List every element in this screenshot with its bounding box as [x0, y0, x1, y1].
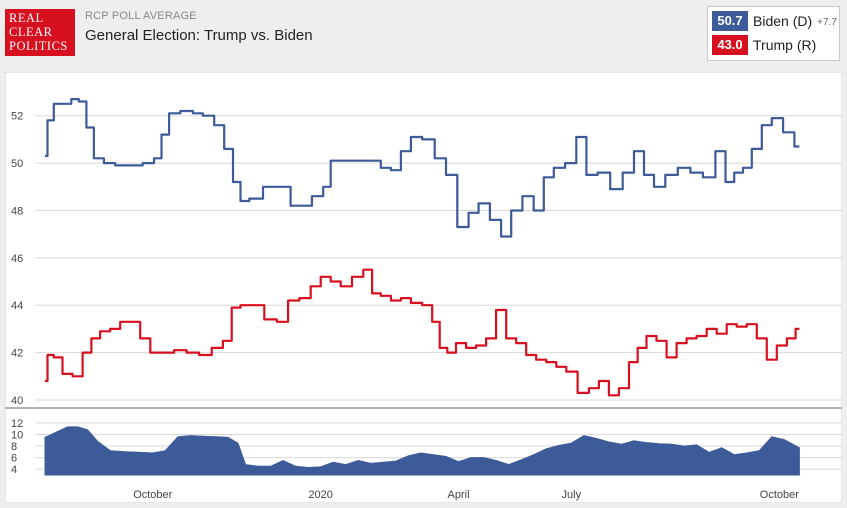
spread-y-tick-8: 8	[11, 441, 17, 453]
header: REAL CLEAR POLITICS RCP POLL AVERAGE Gen…	[0, 0, 847, 72]
logo-line-1: REAL	[9, 11, 44, 25]
plot-background	[4, 71, 843, 504]
x-tick-july-3: July	[562, 489, 582, 501]
logo-line-2: CLEAR	[9, 25, 53, 39]
biden-value-badge: 50.7	[712, 11, 748, 31]
chart-subtitle: RCP POLL AVERAGE	[85, 10, 197, 22]
logo-line-3: POLITICS	[9, 39, 68, 53]
series-line-biden[interactable]	[45, 98, 800, 238]
biden-label: Biden (D)	[753, 13, 813, 29]
spread-y-tick-12: 12	[11, 418, 23, 430]
x-tick-october-0: October	[133, 489, 172, 501]
y-tick-52: 52	[11, 111, 23, 123]
x-tick-2020-1: 2020	[308, 489, 332, 501]
legend-row-biden[interactable]: 50.7 Biden (D) +7.7	[712, 11, 837, 31]
y-tick-44: 44	[11, 300, 23, 312]
trump-label: Trump (R)	[753, 37, 817, 53]
legend: 50.7 Biden (D) +7.7 43.0 Trump (R)	[707, 6, 840, 61]
spread-label: +7.7	[817, 16, 837, 28]
x-tick-october-4: October	[760, 489, 799, 501]
y-tick-48: 48	[11, 205, 23, 217]
y-tick-40: 40	[11, 395, 23, 407]
main-series	[45, 98, 800, 397]
series-line-trump[interactable]	[45, 268, 800, 397]
trump-value-badge: 43.0	[712, 35, 748, 55]
y-tick-50: 50	[11, 158, 23, 170]
rcp-logo[interactable]: REAL CLEAR POLITICS	[5, 9, 75, 56]
y-tick-46: 46	[11, 253, 23, 265]
spread-y-tick-4: 4	[11, 464, 17, 476]
x-tick-april-2: April	[448, 489, 470, 501]
main-y-tick-labels: 40 42 44 46 48 50 52	[11, 111, 23, 407]
chart-title: General Election: Trump vs. Biden	[85, 27, 313, 44]
y-tick-42: 42	[11, 348, 23, 360]
legend-row-trump[interactable]: 43.0 Trump (R)	[712, 35, 816, 55]
spread-y-tick-10: 10	[11, 429, 23, 441]
chart-area: 40 42 44 46 48 50 52 4 6 8 10 12 October 2020 April J…	[4, 71, 843, 504]
spread-y-tick-6: 6	[11, 453, 17, 465]
spread-area[interactable]	[44, 426, 800, 476]
x-tick-labels: October 2020 April July October	[133, 489, 799, 501]
spread-area-series	[44, 426, 800, 476]
